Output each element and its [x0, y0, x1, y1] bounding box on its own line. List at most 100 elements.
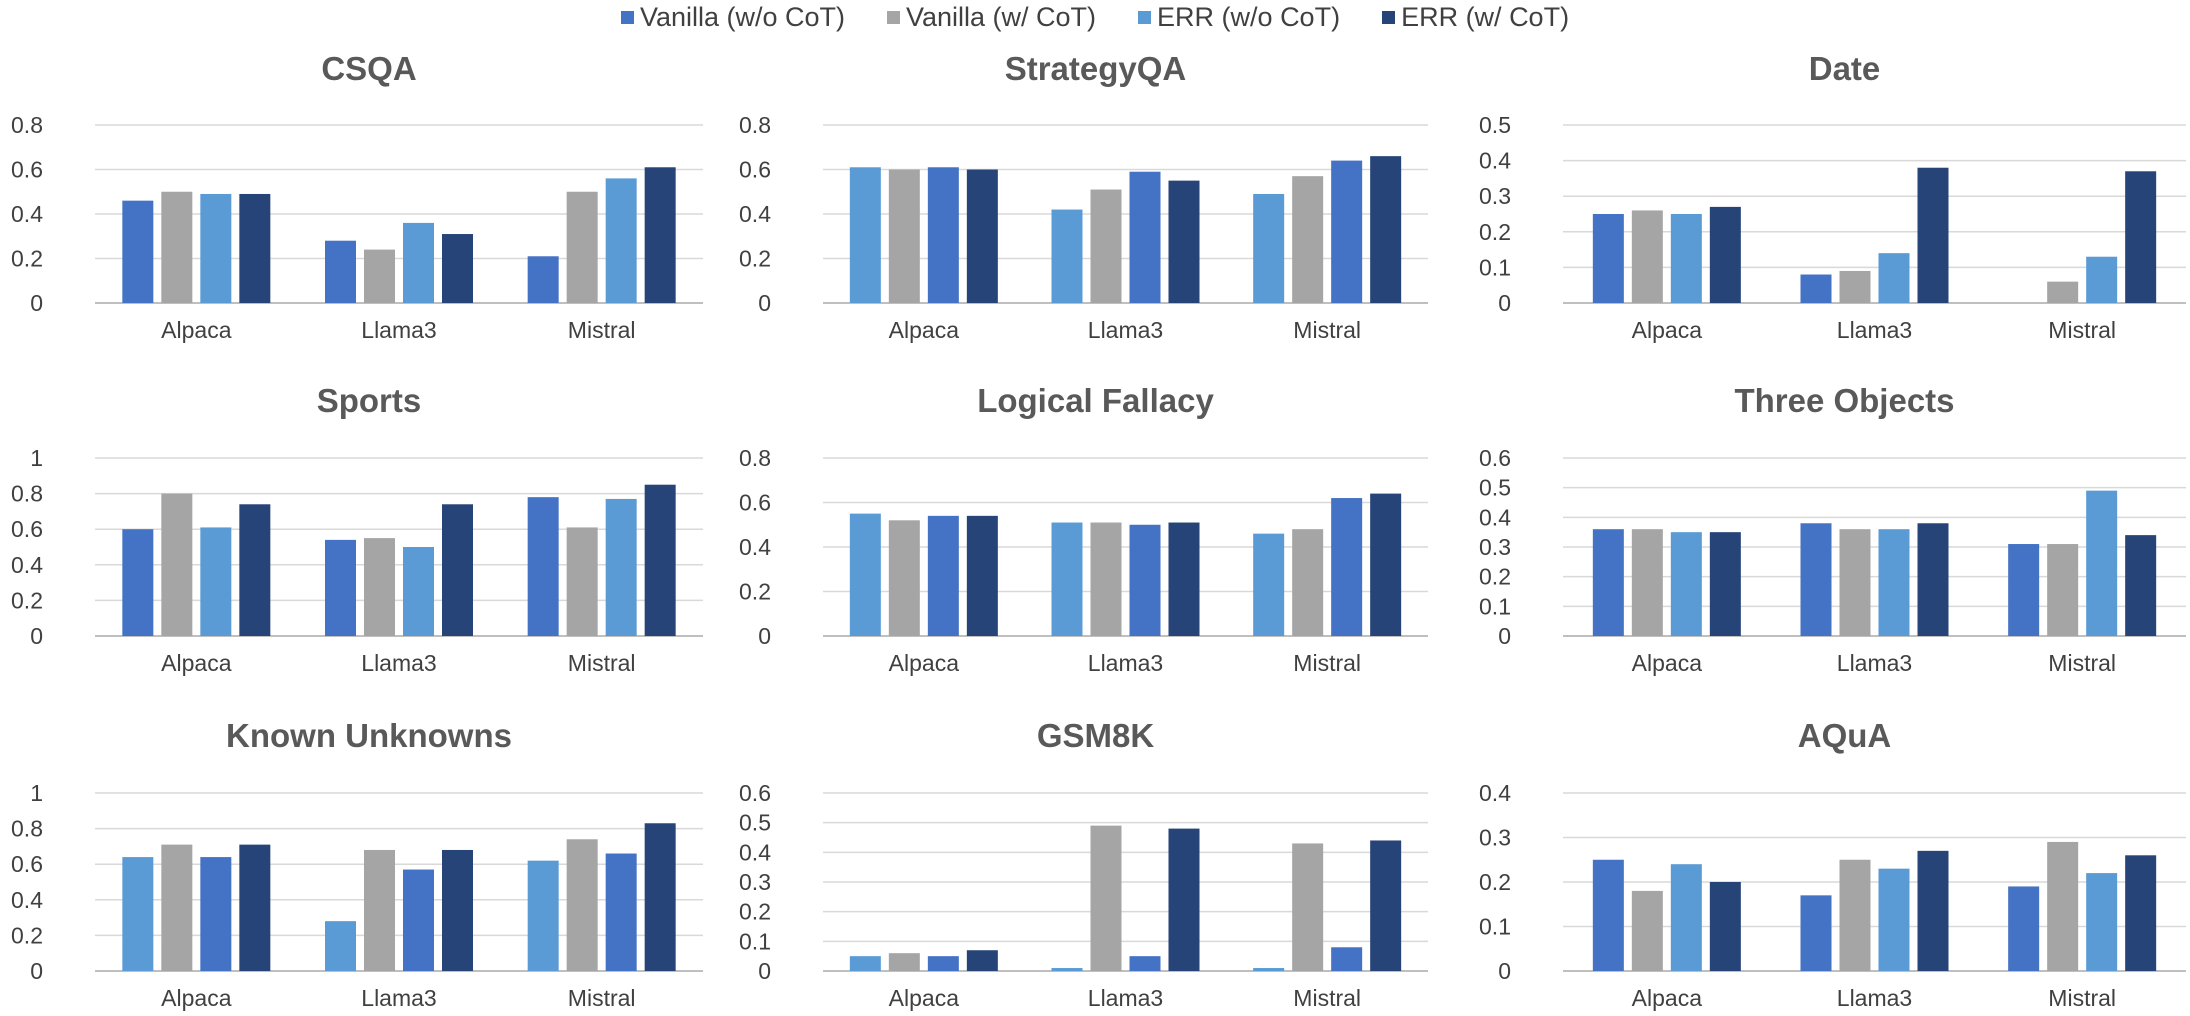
- legend: Vanilla (w/o CoT) Vanilla (w/ CoT) ERR (…: [0, 0, 2190, 34]
- y-tick-label: 0.5: [1479, 475, 1511, 501]
- y-tick-label: 0: [758, 290, 771, 316]
- y-tick-label: 0.6: [11, 851, 43, 877]
- y-tick-label: 0: [30, 958, 43, 984]
- bar-vanilla-w-o-cot-llama3: [1800, 523, 1832, 636]
- bar-vanilla-w-cot-alpaca: [1631, 890, 1663, 971]
- y-tick-label: 0.6: [1479, 445, 1511, 471]
- y-tick-label: 0.3: [1479, 534, 1511, 560]
- y-tick-label: 0.6: [11, 157, 43, 183]
- y-tick-label: 0.5: [1479, 112, 1511, 138]
- bar-err-w-cot-alpaca: [239, 844, 271, 971]
- y-tick-label: 0.4: [1479, 504, 1511, 530]
- chart-title: Sports: [317, 382, 422, 419]
- y-tick-label: 0.6: [739, 490, 771, 516]
- chart-csqa: CSQA 0 0.2 0.4 0.6 0.8 Alpaca Llama3 Mistral: [11, 50, 703, 343]
- bar-vanilla-w-cot-mistral: [566, 191, 598, 303]
- legend-swatch: [1138, 10, 1152, 24]
- bar-vanilla-w-cot-mistral: [2047, 544, 2079, 636]
- bar-err-w-o-cot-mistral: [1253, 193, 1285, 303]
- y-tick-label: 0.2: [11, 922, 43, 948]
- bar-vanilla-w-o-cot-llama3: [1800, 274, 1832, 303]
- bar-err-w-cot-alpaca: [1709, 532, 1741, 636]
- bar-vanilla-w-cot-mistral: [1292, 176, 1324, 303]
- y-tick-label: 0.8: [11, 816, 43, 842]
- y-tick-label: 0.2: [11, 587, 43, 613]
- chart-date: Date 0 0.1 0.2 0.3 0.4 0.5 Alpaca Llama3 Mistral: [1479, 50, 2186, 343]
- x-category-label: Alpaca: [889, 317, 960, 343]
- y-tick-label: 0.1: [739, 928, 771, 954]
- y-tick-label: 0: [758, 623, 771, 649]
- legend-swatch: [887, 10, 900, 24]
- bar-vanilla-w-o-cot-llama3: [1129, 171, 1161, 303]
- bar-err-w-o-cot-mistral: [2086, 256, 2118, 303]
- x-category-label: Alpaca: [889, 650, 960, 676]
- x-category-label: Alpaca: [1632, 650, 1703, 676]
- bar-vanilla-w-o-cot-llama3: [1800, 895, 1832, 971]
- x-category-label: Llama3: [361, 985, 436, 1011]
- bar-err-w-o-cot-mistral: [2086, 873, 2118, 971]
- bar-err-w-cot-mistral: [2125, 535, 2157, 636]
- bar-vanilla-w-o-cot-alpaca: [122, 529, 154, 636]
- bar-vanilla-w-cot-mistral: [566, 839, 598, 971]
- y-tick-label: 0.3: [739, 869, 771, 895]
- x-category-label: Mistral: [2048, 985, 2116, 1011]
- bar-err-w-cot-llama3: [442, 504, 473, 636]
- bar-vanilla-w-o-cot-mistral: [527, 256, 559, 303]
- y-tick-label: 0.5: [739, 810, 771, 836]
- y-tick-label: 0.2: [1479, 219, 1511, 245]
- bar-err-w-o-cot-llama3: [1051, 209, 1083, 303]
- chart-gsm8k: GSM8K 0 0.1 0.2 0.3 0.4 0.5 0.6 Alpaca Llama3 Mist…: [739, 717, 1428, 1011]
- bar-err-w-o-cot-llama3: [1051, 522, 1083, 636]
- bar-vanilla-w-cot-llama3: [1839, 529, 1871, 636]
- y-tick-label: 0.8: [11, 481, 43, 507]
- bar-err-w-o-cot-llama3: [1878, 253, 1910, 303]
- y-tick-label: 0: [1498, 290, 1511, 316]
- bar-err-w-cot-llama3: [1917, 850, 1949, 971]
- bar-vanilla-w-cot-llama3: [364, 849, 395, 971]
- y-tick-label: 0.4: [1479, 780, 1511, 806]
- bar-err-w-cot-mistral: [2125, 171, 2157, 303]
- bar-err-w-o-cot-alpaca: [200, 527, 232, 636]
- chart-title: CSQA: [321, 50, 416, 87]
- legend-swatch: [620, 10, 634, 24]
- bar-vanilla-w-cot-mistral: [1292, 843, 1324, 971]
- bar-err-w-cot-mistral: [2125, 855, 2157, 971]
- y-tick-label: 0.4: [739, 839, 771, 865]
- x-category-label: Llama3: [361, 317, 436, 343]
- y-tick-label: 0.1: [1479, 914, 1511, 940]
- x-category-label: Llama3: [1837, 317, 1912, 343]
- x-category-label: Llama3: [1088, 985, 1163, 1011]
- chart-title: Logical Fallacy: [977, 382, 1214, 419]
- y-tick-label: 0.1: [1479, 593, 1511, 619]
- bar-vanilla-w-o-cot-llama3: [403, 869, 434, 971]
- bar-err-w-o-cot-alpaca: [1670, 864, 1702, 971]
- x-category-label: Mistral: [568, 650, 636, 676]
- bar-vanilla-w-cot-llama3: [364, 538, 395, 636]
- y-tick-label: 0.2: [739, 899, 771, 925]
- bar-vanilla-w-cot-llama3: [364, 249, 395, 303]
- y-tick-label: 1: [30, 445, 43, 471]
- bar-vanilla-w-cot-alpaca: [1631, 210, 1663, 303]
- bar-err-w-o-cot-mistral: [2086, 490, 2118, 636]
- bar-vanilla-w-cot-llama3: [1090, 189, 1122, 303]
- bar-vanilla-w-cot-mistral: [2047, 841, 2079, 971]
- bar-vanilla-w-o-cot-mistral: [2008, 886, 2040, 971]
- y-tick-label: 0.8: [739, 445, 771, 471]
- bar-vanilla-w-o-cot-alpaca: [927, 956, 959, 971]
- x-category-label: Alpaca: [161, 650, 232, 676]
- bar-err-w-o-cot-llama3: [1051, 968, 1083, 971]
- x-category-label: Mistral: [1293, 317, 1361, 343]
- y-tick-label: 0.4: [739, 201, 771, 227]
- bar-vanilla-w-o-cot-mistral: [527, 497, 559, 636]
- y-tick-label: 0.4: [739, 534, 771, 560]
- bar-vanilla-w-cot-mistral: [2047, 281, 2079, 303]
- bar-err-w-o-cot-llama3: [325, 921, 356, 971]
- bar-err-w-cot-alpaca: [1709, 882, 1741, 971]
- chart-three-objects: Three Objects 0 0.1 0.2 0.3 0.4 0.5 0.6 Alpaca Ll…: [1479, 382, 2186, 676]
- bar-err-w-o-cot-llama3: [1878, 529, 1910, 636]
- bar-err-w-o-cot-llama3: [403, 222, 434, 303]
- bar-err-w-cot-alpaca: [966, 515, 998, 636]
- bar-vanilla-w-cot-alpaca: [161, 493, 193, 636]
- chart-logical-fallacy: Logical Fallacy 0 0.2 0.4 0.6 0.8 Alpaca Llama3…: [739, 382, 1428, 676]
